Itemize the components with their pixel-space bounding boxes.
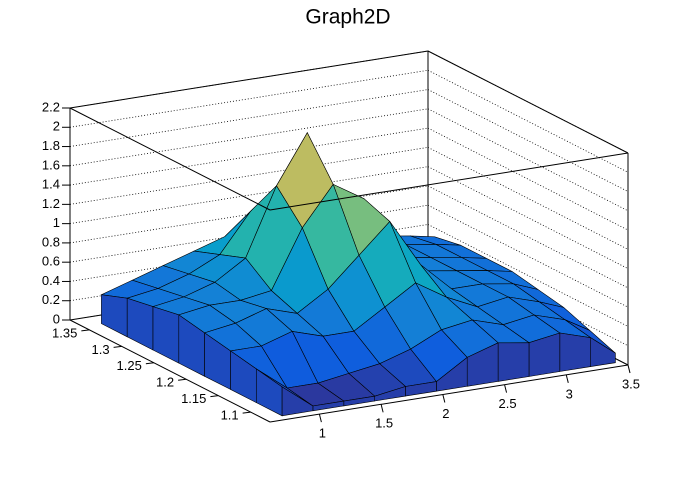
y-tick-label: 1.25 (117, 358, 142, 373)
box-edge (269, 152, 629, 211)
grid-line (69, 166, 429, 225)
x-tick (380, 404, 384, 413)
grid-line (69, 224, 429, 282)
surface-wall (152, 306, 180, 364)
chart-title: Graph2D (305, 6, 390, 29)
surface-wall (126, 297, 154, 351)
box-edge (427, 50, 629, 154)
z-tick-label: 1.6 (42, 157, 60, 172)
z-tick-label: 0.8 (42, 234, 60, 249)
grid-line (69, 185, 429, 244)
y-tick (145, 362, 154, 365)
x-tick (442, 394, 446, 403)
y-tick (81, 329, 90, 332)
grid-line (427, 127, 629, 231)
surface-wall (281, 386, 314, 417)
z-tick-label: 0.6 (42, 254, 60, 269)
y-tick-label: 1.3 (92, 342, 110, 357)
y-tick-label: 1.15 (181, 391, 206, 406)
grid-line (69, 108, 429, 167)
x-tick-label: 1.5 (375, 416, 393, 431)
grid-line (427, 147, 629, 250)
x-tick-label: 1 (319, 426, 326, 441)
box-edge (269, 364, 629, 423)
y-tick (210, 395, 219, 398)
box-edge (69, 107, 271, 211)
x-tick (627, 364, 631, 374)
x-tick (504, 384, 508, 393)
grid-line (427, 89, 629, 192)
x-tick-label: 2.5 (499, 396, 517, 411)
x-tick (318, 414, 322, 423)
grid-line (427, 108, 629, 212)
z-tick-label: 1.2 (42, 196, 60, 211)
z-tick-label: 0.4 (42, 273, 60, 288)
box-edge (69, 50, 429, 109)
grid-line (69, 89, 429, 147)
x-tick-label: 3.5 (622, 376, 640, 391)
surface-wall (497, 342, 530, 382)
grid-line (69, 146, 429, 205)
z-tick-label: 1.4 (42, 177, 60, 192)
z-tick-label: 1.8 (42, 138, 60, 153)
z-tick-label: 2.2 (42, 99, 60, 114)
grid-line (427, 69, 629, 173)
y-tick-label: 1.2 (156, 375, 174, 390)
grid-line (69, 127, 429, 186)
box-edge (69, 319, 271, 423)
z-tick-label: 1 (53, 215, 60, 230)
z-tick-label: 0.2 (42, 292, 60, 307)
y-tick (113, 345, 122, 348)
x-tick-label: 2 (442, 406, 449, 421)
z-tick-label: 0 (53, 311, 60, 326)
y-tick (178, 378, 187, 381)
y-tick-label: 1.35 (52, 325, 77, 340)
z-tick-label: 2 (53, 119, 60, 134)
x-tick (565, 374, 569, 383)
surface-wall (101, 294, 128, 338)
surface-wall (559, 332, 592, 372)
grid-line (69, 69, 429, 128)
y-tick (242, 411, 251, 414)
grid-line (69, 204, 429, 263)
x-tick-label: 3 (566, 386, 573, 401)
y-tick-label: 1.1 (221, 408, 239, 423)
